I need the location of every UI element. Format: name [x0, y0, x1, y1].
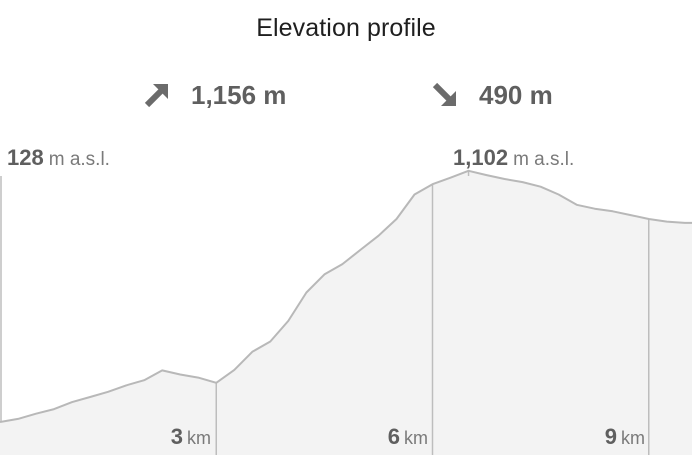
elevation-line [0, 169, 692, 423]
distance-label-9km: 9 km [605, 424, 645, 450]
total-descent-value: 490 m [479, 79, 553, 110]
peak-elevation-value: 1,102 [453, 145, 509, 170]
arrow-down-right-icon [432, 82, 456, 106]
start-elevation-value: 128 [7, 145, 44, 170]
distance-value: 3 [170, 424, 183, 449]
start-elevation-label: 128 m a.s.l. [7, 145, 110, 171]
page-title: Elevation profile [256, 14, 436, 42]
total-ascent: 1,156 m [143, 78, 286, 112]
elevation-area [0, 170, 692, 456]
distance-value: 9 [604, 424, 617, 449]
distance-unit: km [621, 428, 645, 448]
start-elevation-unit: m a.s.l. [48, 149, 110, 170]
total-ascent-value: 1,156 m [191, 79, 287, 110]
distance-value: 6 [387, 424, 400, 449]
arrow-up-right-icon [144, 84, 168, 108]
total-descent: 490 m [431, 78, 553, 112]
distance-label-6km: 6 km [388, 424, 428, 450]
distance-unit: km [404, 428, 428, 448]
peak-elevation-label: 1,102 m a.s.l. [453, 145, 574, 171]
distance-label-3km: 3 km [171, 424, 211, 450]
peak-elevation-unit: m a.s.l. [513, 149, 575, 170]
distance-unit: km [187, 428, 211, 448]
